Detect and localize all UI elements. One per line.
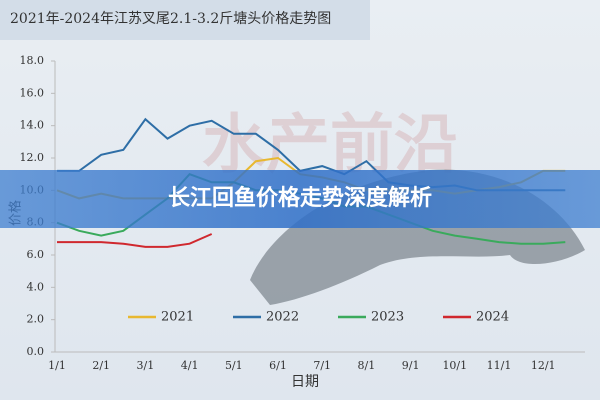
y-tick-label: 18.0 [20,54,45,67]
legend-label: 2022 [266,310,299,325]
header-band [0,0,370,40]
x-tick-label: 2/1 [92,359,110,372]
x-axis-label: 日期 [291,374,319,390]
x-tick-label: 11/1 [487,359,512,372]
legend-label: 2023 [371,310,404,325]
y-tick-label: 4.0 [27,280,45,293]
y-tick-label: 6.0 [27,248,45,261]
line-series [57,233,213,248]
y-tick-label: 0.0 [27,345,45,358]
legend-label: 2021 [161,310,194,325]
x-tick-label: 10/1 [442,359,467,372]
x-tick-label: 6/1 [269,359,287,372]
x-tick-label: 1/1 [48,359,66,372]
banner-title: 长江回鱼价格走势深度解析 [168,185,432,211]
y-tick-label: 16.0 [20,86,45,99]
x-tick-label: 8/1 [358,359,376,372]
y-tick-label: 2.0 [27,313,45,326]
chart-title: 2021年-2024年江苏叉尾2.1-3.2斤塘头价格走势图 [10,11,331,27]
x-tick-label: 3/1 [137,359,155,372]
x-tick-label: 7/1 [313,359,331,372]
banner [0,170,600,228]
y-tick-label: 12.0 [20,151,45,164]
x-tick-label: 12/1 [531,359,556,372]
y-tick-label: 14.0 [20,119,45,132]
x-tick-label: 4/1 [181,359,199,372]
x-tick-label: 5/1 [225,359,243,372]
legend-label: 2024 [476,310,509,325]
x-tick-label: 9/1 [402,359,420,372]
